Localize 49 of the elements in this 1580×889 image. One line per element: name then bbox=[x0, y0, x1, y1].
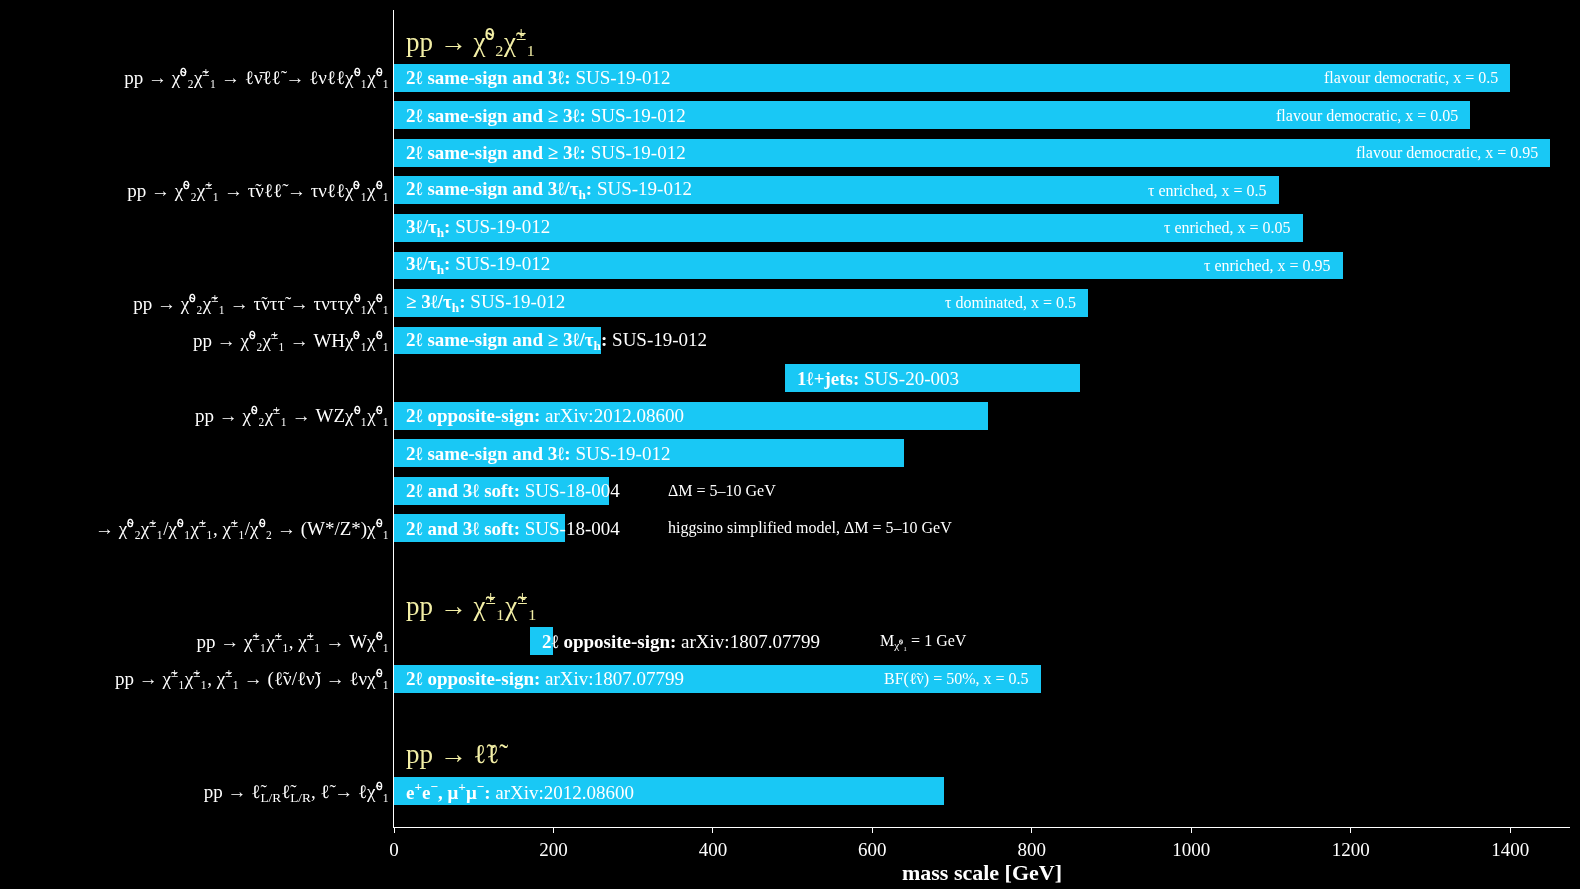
x-tick-label: 1400 bbox=[1491, 838, 1530, 860]
annotation: τ enriched, x = 0.95 bbox=[1204, 257, 1331, 274]
x-tick-label: 400 bbox=[698, 838, 728, 860]
y-tick-label: pp → χ̃⁰₂χ̃$^{±}$₁ → WZχ̃⁰₁χ̃⁰₁ bbox=[195, 402, 390, 427]
x-tick-label: 600 bbox=[858, 838, 887, 860]
bar bbox=[394, 176, 1279, 204]
bar bbox=[394, 214, 1303, 242]
annotation: 2ℓ same-sign and ≥ 3ℓ: SUS-19-012 bbox=[406, 105, 686, 126]
annotation: τ enriched, x = 0.5 bbox=[1148, 182, 1267, 199]
x-axis-title: mass scale [GeV] bbox=[901, 859, 1063, 885]
y-tick-label: pp → χ̃⁰₂χ̃$^{±}$₁ → ℓν̄ℓℓ̃ → ℓνℓℓχ̃⁰₁χ̃⁰₁ bbox=[124, 64, 390, 89]
annotation: τ enriched, x = 0.05 bbox=[1164, 219, 1291, 236]
y-tick-label: pp → χ̃⁰₂χ̃$^{±}$₁ → WHχ̃⁰₁χ̃⁰₁ bbox=[192, 327, 390, 352]
annotation: M$_{χ̃⁰₁}$ = 1 GeV bbox=[880, 632, 967, 652]
x-tick-label: 800 bbox=[1017, 838, 1047, 860]
annotation: BF(ℓ̃ν) = 50%, x = 0.5 bbox=[884, 670, 1029, 688]
annotation: 1ℓ+jets: SUS-20-003 bbox=[797, 368, 960, 389]
annotation: flavour democratic, x = 0.95 bbox=[1356, 144, 1539, 161]
x-tick-label: 0 bbox=[389, 838, 399, 860]
y-tick-label: pp → χ̃⁰₂χ̃$^{±}$₁ → τ̃νℓℓ̃ → τνℓℓχ̃⁰₁χ̃⁰₁ bbox=[127, 176, 390, 201]
annotation: 2ℓ same-sign and ≥ 3ℓ: SUS-19-012 bbox=[406, 142, 686, 163]
x-tick-label: 1200 bbox=[1331, 838, 1370, 860]
annotation: 2ℓ opposite-sign: arXiv:2012.08600 bbox=[406, 405, 684, 426]
y-tick-label: pp → χ̃⁰₂χ̃$^{±}$₁ → τ̃νττ̃ → τνττχ̃⁰₁χ̃⁰₁ bbox=[133, 289, 390, 314]
annotation: τ dominated, x = 0.5 bbox=[945, 294, 1076, 311]
annotation: 2ℓ same-sign and 3ℓ/τ$_{h}$: SUS-19-012 bbox=[406, 178, 692, 202]
annotation: flavour democratic, x = 0.05 bbox=[1276, 107, 1459, 124]
y-tick-label: pp → ℓ̃$_{L/R}$ℓ̃$_{L/R}$, ℓ̃ → ℓχ̃⁰₁ bbox=[203, 780, 390, 805]
x-tick-label: 1000 bbox=[1172, 838, 1211, 860]
text: e$^{+}$e$^{−}$, μ$^{+}$μ$^{−}$: arXiv:2012.08600 bbox=[406, 779, 635, 803]
x-tick-label: 200 bbox=[539, 838, 568, 860]
bar bbox=[394, 139, 1550, 167]
annotation: 2ℓ same-sign and ≥ 3ℓ/τ$_{h}$: SUS-19-012 bbox=[406, 329, 708, 353]
bar bbox=[394, 64, 1510, 92]
bar bbox=[394, 252, 1343, 279]
annotation: 3ℓ/τ$_{h}$: SUS-19-012 bbox=[406, 216, 551, 240]
annotation: 2ℓ same-sign and 3ℓ: SUS-19-012 bbox=[406, 67, 671, 88]
annotation: 3ℓ/τ$_{h}$: SUS-19-012 bbox=[406, 253, 551, 277]
annotation: flavour democratic, x = 0.5 bbox=[1324, 69, 1499, 86]
bar bbox=[394, 289, 1088, 317]
bar bbox=[394, 101, 1470, 129]
y-tick-label: pp → χ̃$^{±}$₁χ̃$^{±}$₁, χ̃$^{±}$₁ → (ℓ̃ν/ℓν̃) → ℓνχ̃⁰₁ bbox=[115, 665, 390, 691]
bar bbox=[394, 777, 944, 805]
annotation: higgsino simplified model, ΔM = 5–10 GeV bbox=[668, 519, 953, 537]
annotation: ΔM = 5–10 GeV bbox=[668, 482, 777, 499]
annotation: pp → ℓ̃ℓ̃ bbox=[406, 739, 509, 769]
annotation: ≥ 3ℓ/τ$_{h}$: SUS-19-012 bbox=[406, 291, 566, 315]
annotation: 2ℓ opposite-sign: arXiv:1807.07799 bbox=[406, 668, 684, 689]
annotation: 2ℓ same-sign and 3ℓ: SUS-19-012 bbox=[406, 443, 671, 464]
